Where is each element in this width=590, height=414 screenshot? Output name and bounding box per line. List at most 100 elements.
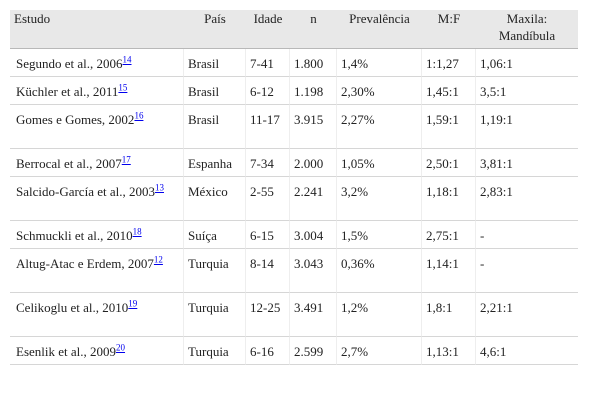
- cell-prevalence: 1,05%: [337, 149, 422, 177]
- header-prevalence: Prevalência: [337, 10, 422, 49]
- cell-n: 3.043: [290, 249, 337, 293]
- table-row: Celikoglu et al., 201019 Turquia 12-25 3…: [10, 293, 578, 337]
- cell-ratio: 2,83:1: [476, 177, 578, 221]
- reference-link[interactable]: 17: [121, 154, 131, 165]
- cell-age: 7-34: [246, 149, 290, 177]
- reference-link[interactable]: 15: [118, 82, 128, 93]
- header-mf: M:F: [422, 10, 476, 49]
- table-row: Berrocal et al., 200717 Espanha 7-34 2.0…: [10, 149, 578, 177]
- table-row: Segundo et al., 200614 Brasil 7-41 1.800…: [10, 49, 578, 77]
- cell-mf: 1,18:1: [422, 177, 476, 221]
- cell-ratio: 3,81:1: [476, 149, 578, 177]
- header-n: n: [290, 10, 337, 49]
- header-age: Idade: [246, 10, 290, 49]
- cell-study: Altug-Atac e Erdem, 200712: [10, 249, 184, 293]
- cell-ratio: 1,19:1: [476, 105, 578, 149]
- cell-study: Schmuckli et al., 201018: [10, 221, 184, 249]
- cell-study: Segundo et al., 200614: [10, 49, 184, 77]
- cell-n: 2.000: [290, 149, 337, 177]
- cell-mf: 2,75:1: [422, 221, 476, 249]
- reference-superscript: 16: [134, 111, 143, 121]
- cell-ratio: -: [476, 249, 578, 293]
- cell-prevalence: 2,7%: [337, 337, 422, 365]
- cell-country: Brasil: [184, 77, 246, 105]
- cell-country: Turquia: [184, 293, 246, 337]
- cell-country: Espanha: [184, 149, 246, 177]
- study-name: Salcido-García et al., 2003: [16, 184, 155, 199]
- cell-n: 3.915: [290, 105, 337, 149]
- cell-prevalence: 2,27%: [337, 105, 422, 149]
- cell-age: 6-12: [246, 77, 290, 105]
- cell-mf: 1,59:1: [422, 105, 476, 149]
- cell-country: Turquia: [184, 337, 246, 365]
- cell-ratio: 3,5:1: [476, 77, 578, 105]
- table-container: Estudo País Idade n Prevalência M:F Maxi…: [10, 10, 578, 365]
- cell-mf: 1,13:1: [422, 337, 476, 365]
- reference-superscript: 14: [123, 55, 132, 65]
- reference-superscript: 18: [133, 227, 142, 237]
- cell-age: 2-55: [246, 177, 290, 221]
- reference-link[interactable]: 16: [134, 110, 144, 121]
- study-name: Schmuckli et al., 2010: [16, 228, 133, 243]
- cell-n: 2.599: [290, 337, 337, 365]
- table-header: Estudo País Idade n Prevalência M:F Maxi…: [10, 10, 578, 49]
- table-row: Gomes e Gomes, 200216 Brasil 11-17 3.915…: [10, 105, 578, 149]
- study-name: Esenlik et al., 2009: [16, 344, 117, 359]
- cell-n: 1.198: [290, 77, 337, 105]
- reference-superscript: 13: [155, 183, 164, 193]
- table-row: Altug-Atac e Erdem, 200712 Turquia 8-14 …: [10, 249, 578, 293]
- cell-n: 3.491: [290, 293, 337, 337]
- cell-age: 6-15: [246, 221, 290, 249]
- cell-country: Brasil: [184, 105, 246, 149]
- cell-mf: 1,8:1: [422, 293, 476, 337]
- header-country: País: [184, 10, 246, 49]
- reference-superscript: 19: [128, 299, 137, 309]
- cell-prevalence: 3,2%: [337, 177, 422, 221]
- table-row: Esenlik et al., 200920 Turquia 6-16 2.59…: [10, 337, 578, 365]
- cell-country: Brasil: [184, 49, 246, 77]
- table-row: Küchler et al., 201115 Brasil 6-12 1.198…: [10, 77, 578, 105]
- reference-link[interactable]: 14: [122, 54, 132, 65]
- reference-link[interactable]: 18: [132, 226, 142, 237]
- table-row: Schmuckli et al., 201018 Suíça 6-15 3.00…: [10, 221, 578, 249]
- cell-prevalence: 1,4%: [337, 49, 422, 77]
- reference-link[interactable]: 12: [153, 254, 163, 265]
- cell-mf: 1,14:1: [422, 249, 476, 293]
- cell-mf: 2,50:1: [422, 149, 476, 177]
- header-maxila-mandibula: Maxila: Mandíbula: [476, 10, 578, 49]
- reference-superscript: 15: [118, 83, 127, 93]
- cell-age: 8-14: [246, 249, 290, 293]
- reference-superscript: 20: [116, 343, 125, 353]
- cell-prevalence: 1,5%: [337, 221, 422, 249]
- cell-ratio: 2,21:1: [476, 293, 578, 337]
- reference-superscript: 12: [154, 255, 163, 265]
- reference-link[interactable]: 19: [128, 298, 138, 309]
- header-row: Estudo País Idade n Prevalência M:F Maxi…: [10, 10, 578, 49]
- table-row: Salcido-García et al., 200313 México 2-5…: [10, 177, 578, 221]
- cell-study: Esenlik et al., 200920: [10, 337, 184, 365]
- reference-link[interactable]: 20: [116, 342, 126, 353]
- reference-link[interactable]: 13: [154, 182, 164, 193]
- reference-superscript: 17: [122, 155, 131, 165]
- cell-age: 11-17: [246, 105, 290, 149]
- cell-study: Celikoglu et al., 201019: [10, 293, 184, 337]
- cell-country: México: [184, 177, 246, 221]
- cell-study: Gomes e Gomes, 200216: [10, 105, 184, 149]
- cell-n: 3.004: [290, 221, 337, 249]
- prevalence-table: Estudo País Idade n Prevalência M:F Maxi…: [10, 10, 578, 365]
- cell-country: Suíça: [184, 221, 246, 249]
- cell-study: Berrocal et al., 200717: [10, 149, 184, 177]
- cell-prevalence: 2,30%: [337, 77, 422, 105]
- cell-age: 7-41: [246, 49, 290, 77]
- cell-age: 12-25: [246, 293, 290, 337]
- header-maxila-line1: Maxila:: [506, 11, 548, 26]
- cell-mf: 1:1,27: [422, 49, 476, 77]
- study-name: Gomes e Gomes, 2002: [16, 112, 135, 127]
- cell-study: Küchler et al., 201115: [10, 77, 184, 105]
- cell-ratio: 4,6:1: [476, 337, 578, 365]
- cell-prevalence: 1,2%: [337, 293, 422, 337]
- study-name: Altug-Atac e Erdem, 2007: [16, 256, 154, 271]
- cell-country: Turquia: [184, 249, 246, 293]
- study-name: Berrocal et al., 2007: [16, 156, 122, 171]
- study-name: Celikoglu et al., 2010: [16, 300, 129, 315]
